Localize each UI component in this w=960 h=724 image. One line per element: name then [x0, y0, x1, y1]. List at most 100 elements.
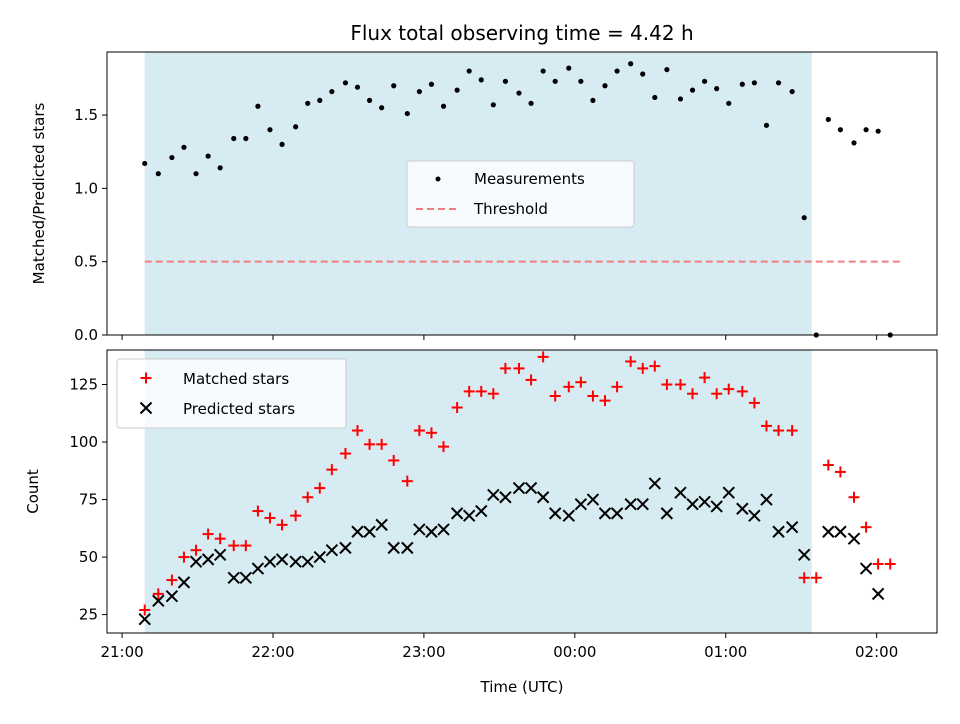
matched-point	[487, 388, 499, 400]
matched-point	[139, 604, 151, 616]
cross-b	[375, 518, 388, 532]
cross-b	[213, 548, 227, 561]
matched-point	[463, 385, 475, 397]
legend-predicted-marker	[139, 401, 153, 415]
cross-b	[201, 553, 215, 566]
matched-point	[711, 388, 723, 400]
predicted-point	[548, 507, 562, 520]
matched-point	[264, 512, 276, 524]
matched-point	[376, 438, 388, 450]
predicted-point	[736, 502, 749, 515]
measurement-point	[677, 96, 684, 102]
bottom-panel: 25 50 75 100 125 21:00 22:00 23:00 00:00 01:00 02…	[24, 349, 938, 696]
measurement-point	[689, 87, 696, 93]
cross-b	[834, 525, 847, 538]
cross-b	[165, 589, 179, 603]
matched-point	[438, 441, 450, 453]
cross-b	[301, 555, 314, 568]
predicted-point	[375, 518, 388, 532]
predicted-point	[339, 541, 352, 555]
predicted-point	[189, 555, 203, 568]
predicted-point	[475, 504, 488, 518]
measurement-point	[243, 135, 249, 142]
bottom-ytick-label: 100	[69, 433, 98, 451]
matched-point	[699, 372, 711, 384]
predicted-point	[201, 553, 215, 566]
bottom-x-ticks: 21:00 22:00 23:00 00:00 01:00 02:00	[100, 633, 898, 661]
matched-point	[611, 381, 623, 393]
predicted-point	[177, 576, 191, 589]
predicted-point	[785, 520, 799, 534]
legend-plus	[140, 372, 152, 384]
measurement-point	[789, 88, 795, 95]
measurement-point	[466, 68, 472, 74]
matched-stars-points	[139, 351, 896, 616]
cross-b	[289, 555, 302, 568]
bottom-legend-box	[116, 358, 347, 429]
predicted-point	[387, 541, 400, 555]
matched-point	[661, 379, 673, 391]
bottom-legend: Matched stars Predicted stars	[116, 358, 347, 429]
cross-b	[275, 553, 289, 566]
matched-point	[525, 374, 537, 386]
matched-point	[388, 454, 400, 466]
predicted-point	[748, 509, 761, 522]
measurement-point	[478, 77, 484, 83]
matched-point	[190, 544, 202, 556]
cross-b	[624, 497, 637, 511]
predicted-point	[251, 562, 265, 575]
matched-point	[822, 459, 834, 471]
matched-point	[637, 362, 649, 374]
cross-b	[648, 477, 662, 490]
x-axis-label: Time (UTC)	[480, 678, 564, 696]
predicted-point	[610, 507, 624, 520]
cross-b	[859, 562, 873, 575]
cross-b	[822, 525, 835, 538]
cross-b	[313, 550, 326, 564]
cross-b	[698, 495, 711, 509]
cross-b	[598, 507, 612, 520]
bottom-xtick-label: 21:00	[100, 643, 143, 661]
predicted-point	[698, 495, 711, 509]
measurement-point	[566, 65, 572, 71]
cross-b	[760, 493, 773, 506]
matched-point	[228, 540, 240, 552]
matched-point	[810, 572, 822, 584]
measurement-point	[851, 140, 857, 146]
predicted-point	[325, 543, 339, 557]
cross-b	[339, 541, 352, 555]
measurement-point	[751, 80, 758, 86]
predicted-point	[289, 555, 302, 568]
measurement-point	[205, 153, 211, 159]
top-axes-frame	[106, 51, 938, 336]
top-ytick-label: 1.5	[74, 106, 98, 124]
matched-point	[166, 574, 178, 586]
predicted-point	[413, 523, 426, 536]
matched-point	[549, 390, 561, 402]
predicted-point	[871, 587, 885, 601]
measurement-point	[454, 87, 460, 93]
top-ytick-label: 0.0	[74, 326, 98, 344]
predicted-point	[624, 497, 637, 511]
matched-point	[202, 528, 214, 540]
cross-b	[263, 555, 277, 568]
cross-b	[425, 525, 438, 538]
predicted-point	[152, 594, 165, 607]
predicted-point	[722, 486, 735, 499]
measurement-point	[428, 81, 435, 87]
matched-point	[364, 438, 376, 450]
predicted-point	[847, 532, 861, 545]
cross-b	[574, 497, 588, 511]
predicted-point	[686, 497, 699, 511]
top-ytick-label: 0.5	[74, 253, 98, 271]
predicted-point	[351, 525, 364, 538]
chart-title: Flux total observing time = 4.42 h	[350, 21, 693, 45]
cross-b	[351, 525, 364, 538]
legend-measurements-label: Measurements	[474, 170, 585, 188]
cross-b	[636, 497, 649, 511]
measurement-point	[552, 78, 558, 84]
bottom-xtick-label: 00:00	[553, 643, 596, 661]
cross-b	[227, 571, 240, 584]
measurement-point	[354, 84, 361, 90]
measurement-point	[863, 127, 869, 133]
